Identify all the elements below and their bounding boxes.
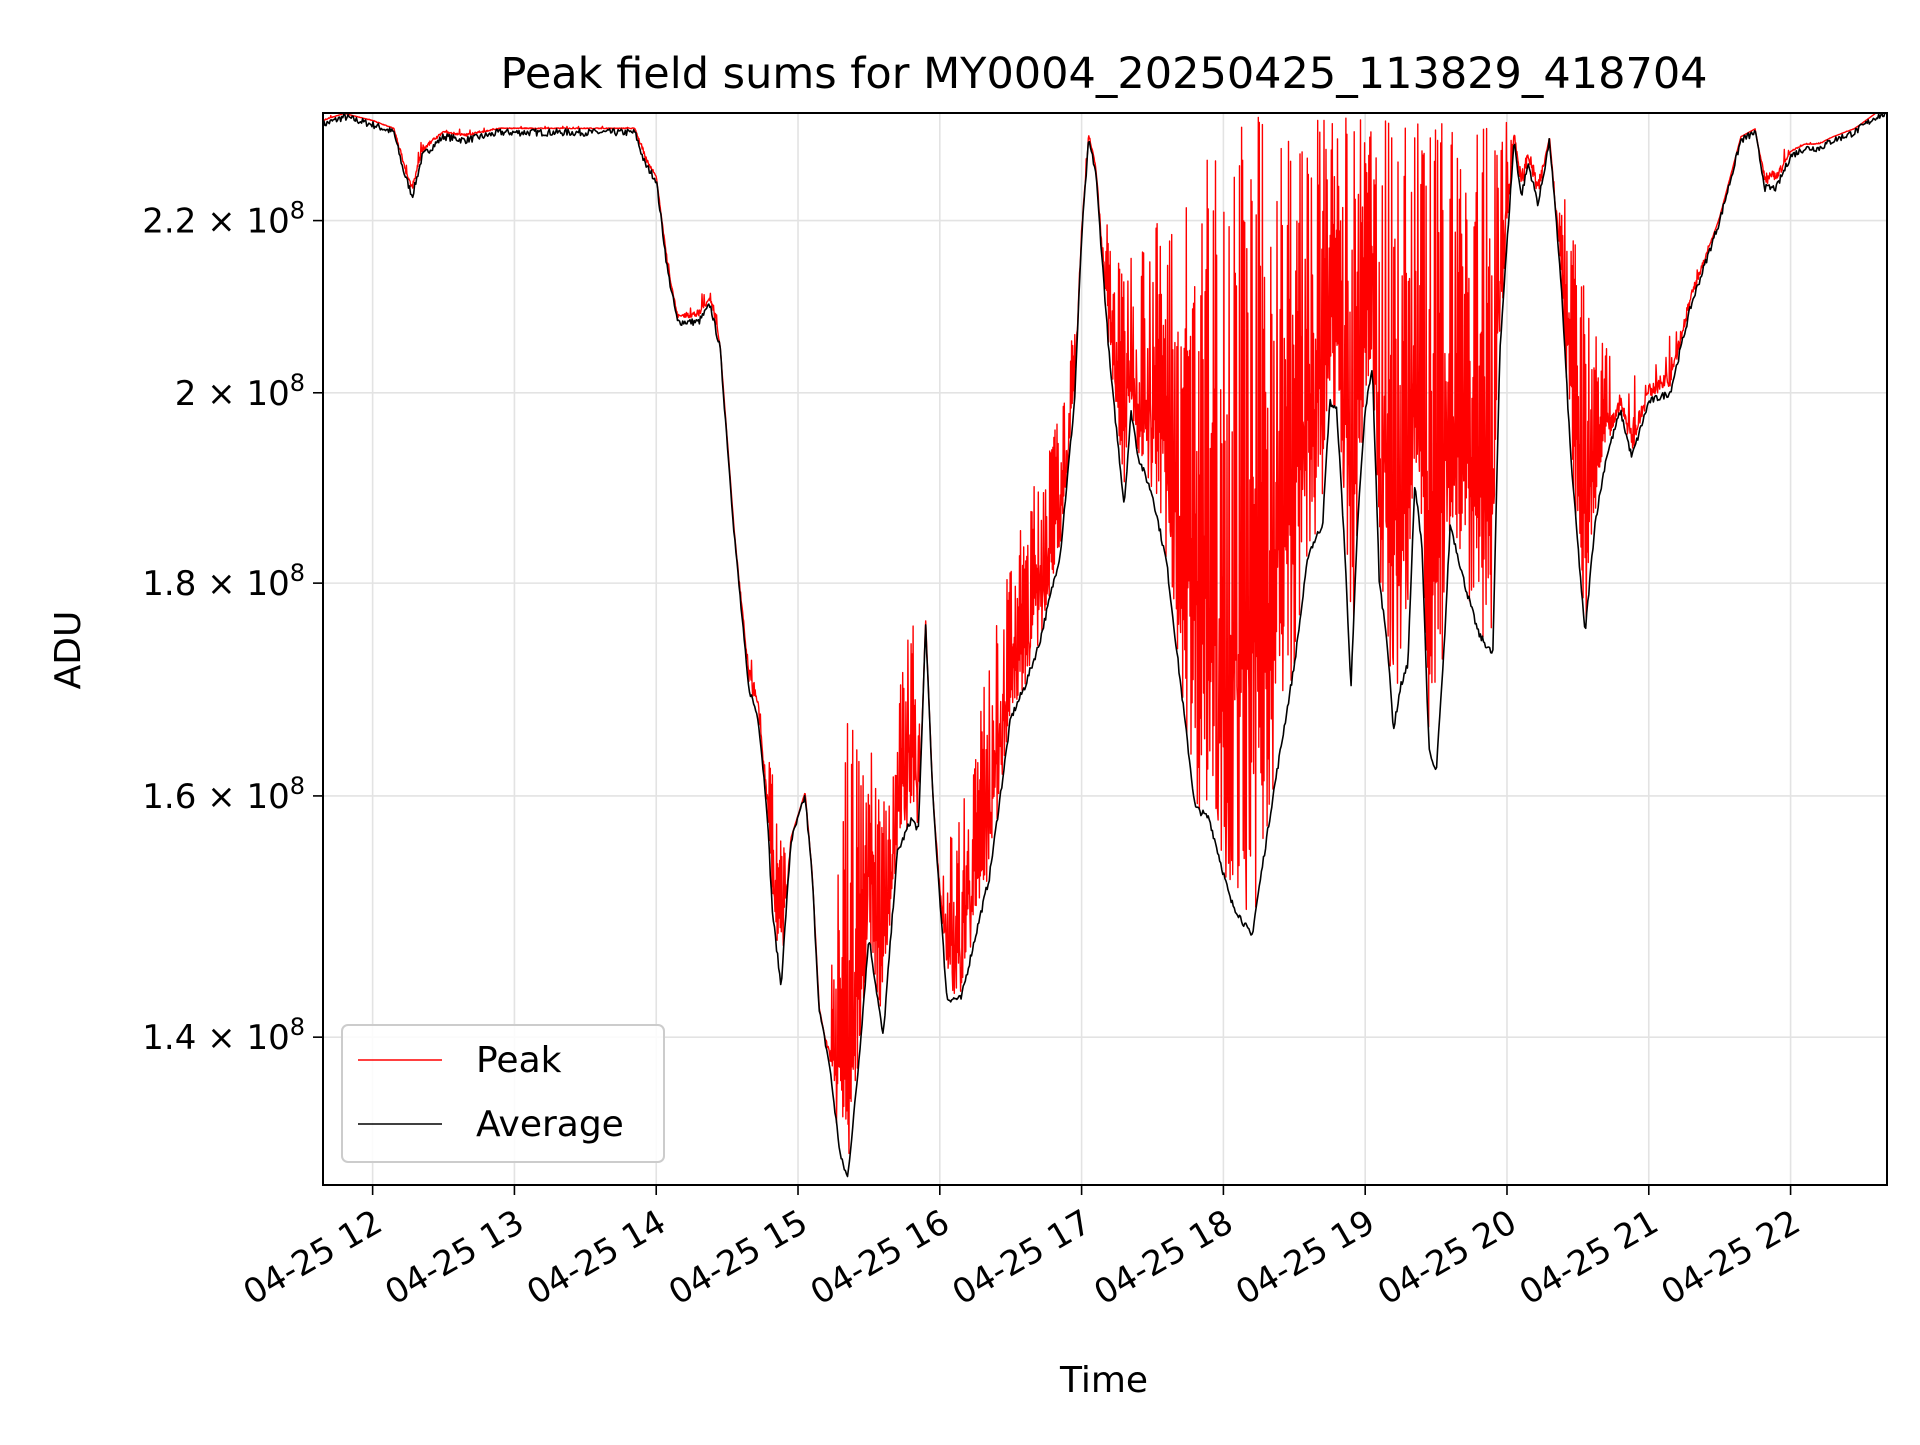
x-tick-label: 04-25 22: [1655, 1202, 1807, 1313]
x-tick-label: 04-25 17: [946, 1202, 1098, 1313]
y-axis-label: ADU: [48, 611, 89, 690]
x-tick-label: 04-25 13: [379, 1202, 531, 1313]
x-tick-label: 04-25 16: [804, 1202, 956, 1313]
series-peak-line: [322, 112, 1888, 1155]
y-tick-label: 1.8 × 108: [142, 559, 305, 604]
legend: Peak Average: [341, 1024, 665, 1163]
x-tick-label: 04-25 15: [662, 1202, 814, 1313]
x-tick-label: 04-25 20: [1371, 1202, 1523, 1313]
legend-label-peak: Peak: [476, 1040, 562, 1081]
y-tick-label: 1.6 × 108: [142, 772, 305, 817]
series-layer: [322, 112, 1888, 1178]
y-tick-label: 1.4 × 108: [142, 1013, 305, 1058]
plot-frame: [322, 112, 1888, 1186]
y-tick-label: 2.2 × 108: [142, 197, 305, 242]
x-tick-label: 04-25 14: [520, 1202, 672, 1313]
series-average-line: [322, 112, 1887, 1178]
x-axis-label: Time: [1059, 1360, 1148, 1401]
legend-label-average: Average: [476, 1104, 624, 1145]
y-axis: 1.4 × 108 1.6 × 108 1.8 × 108 2 × 108 2.2 × …: [142, 197, 323, 1058]
x-tick-label: 04-25 18: [1088, 1202, 1240, 1313]
chart-title: Peak field sums for MY0004_20250425_1138…: [500, 49, 1707, 99]
x-tick-label: 04-25 21: [1513, 1202, 1665, 1313]
x-tick-label: 04-25 12: [237, 1202, 389, 1313]
x-tick-label: 04-25 19: [1229, 1202, 1381, 1313]
y-tick-label: 2 × 108: [175, 369, 305, 414]
